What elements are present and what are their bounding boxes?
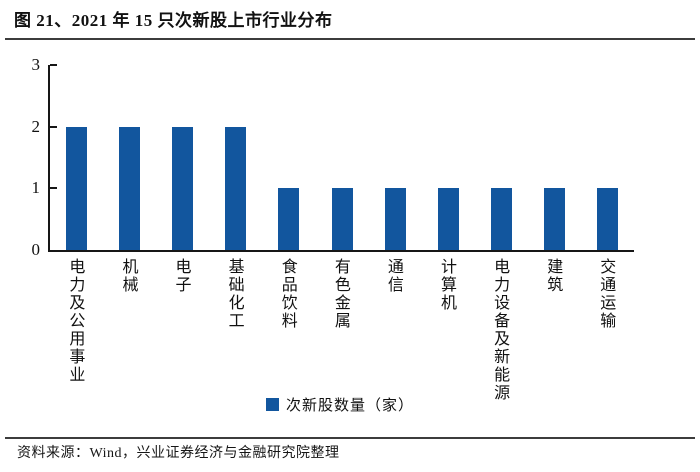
category-label: 建筑	[544, 258, 562, 294]
y-axis-tick	[50, 187, 57, 190]
bar-slot	[262, 65, 315, 250]
category-slot: 通信	[367, 258, 420, 294]
category-slot: 食品饮料	[260, 258, 313, 330]
category-slot: 交通运输	[579, 258, 632, 330]
title-divider	[5, 38, 695, 40]
bar-slot	[315, 65, 368, 250]
category-slot: 电力设备及新能源	[473, 258, 526, 402]
bar	[66, 126, 88, 250]
category-label: 通信	[384, 258, 402, 294]
category-label: 计算机	[438, 258, 455, 312]
bar	[331, 188, 353, 250]
bar-slot	[528, 65, 581, 250]
legend-label: 次新股数量（家）	[285, 398, 414, 414]
category-slot: 计算机	[420, 258, 473, 312]
y-axis-tick-label: 1	[31, 178, 41, 198]
bar-slot	[156, 65, 209, 250]
category-label: 食品饮料	[278, 258, 296, 330]
y-axis-labels: 0 1 2 3	[12, 55, 41, 259]
bar-slot	[369, 65, 422, 250]
bar	[384, 188, 406, 250]
bar-slot	[475, 65, 528, 250]
bar-slot	[50, 65, 103, 250]
legend-swatch-icon	[265, 398, 279, 411]
category-slot: 基础化工	[207, 258, 260, 330]
y-axis-tick-label: 0	[31, 240, 41, 259]
footer-divider	[5, 437, 695, 439]
figure-title: 图 21、2021 年 15 只次新股上市行业分布	[14, 11, 333, 30]
chart-legend: 次新股数量（家）	[48, 394, 632, 415]
bar-slot	[103, 65, 156, 250]
bar	[596, 188, 618, 250]
y-axis-tick	[50, 125, 57, 128]
category-label: 机械	[119, 258, 137, 294]
category-slot: 电力及公用事业	[48, 258, 101, 384]
bar	[225, 126, 247, 250]
plot-area	[48, 64, 634, 252]
category-label: 交通运输	[597, 258, 615, 330]
category-label: 有色金属	[331, 258, 349, 330]
bar	[119, 126, 141, 250]
bar-slot	[422, 65, 475, 250]
y-axis-tick	[50, 64, 57, 66]
bar	[437, 188, 459, 250]
bar	[543, 188, 565, 250]
y-axis-tick-label: 3	[31, 55, 41, 74]
category-label: 基础化工	[225, 258, 243, 330]
bar-slot	[581, 65, 634, 250]
bars-container	[50, 65, 634, 250]
y-axis-tick-label: 2	[31, 116, 41, 136]
bar	[490, 188, 512, 250]
bar	[278, 188, 300, 250]
category-labels: 电力及公用事业 机械 电子 基础化工 食品饮料 有色金属 通信 计算机 电力设备及新能源 建筑 交通…	[48, 258, 632, 402]
category-label: 电力及公用事业	[66, 258, 84, 384]
bar	[172, 126, 194, 250]
category-slot: 电子	[154, 258, 207, 294]
source-note: 资料来源：Wind，兴业证券经济与金融研究院整理	[17, 446, 340, 461]
category-slot: 有色金属	[313, 258, 366, 330]
category-label: 电子	[172, 258, 190, 294]
category-slot: 建筑	[526, 258, 579, 294]
category-slot: 机械	[101, 258, 154, 294]
category-label: 电力设备及新能源	[491, 258, 509, 402]
bar-slot	[209, 65, 262, 250]
